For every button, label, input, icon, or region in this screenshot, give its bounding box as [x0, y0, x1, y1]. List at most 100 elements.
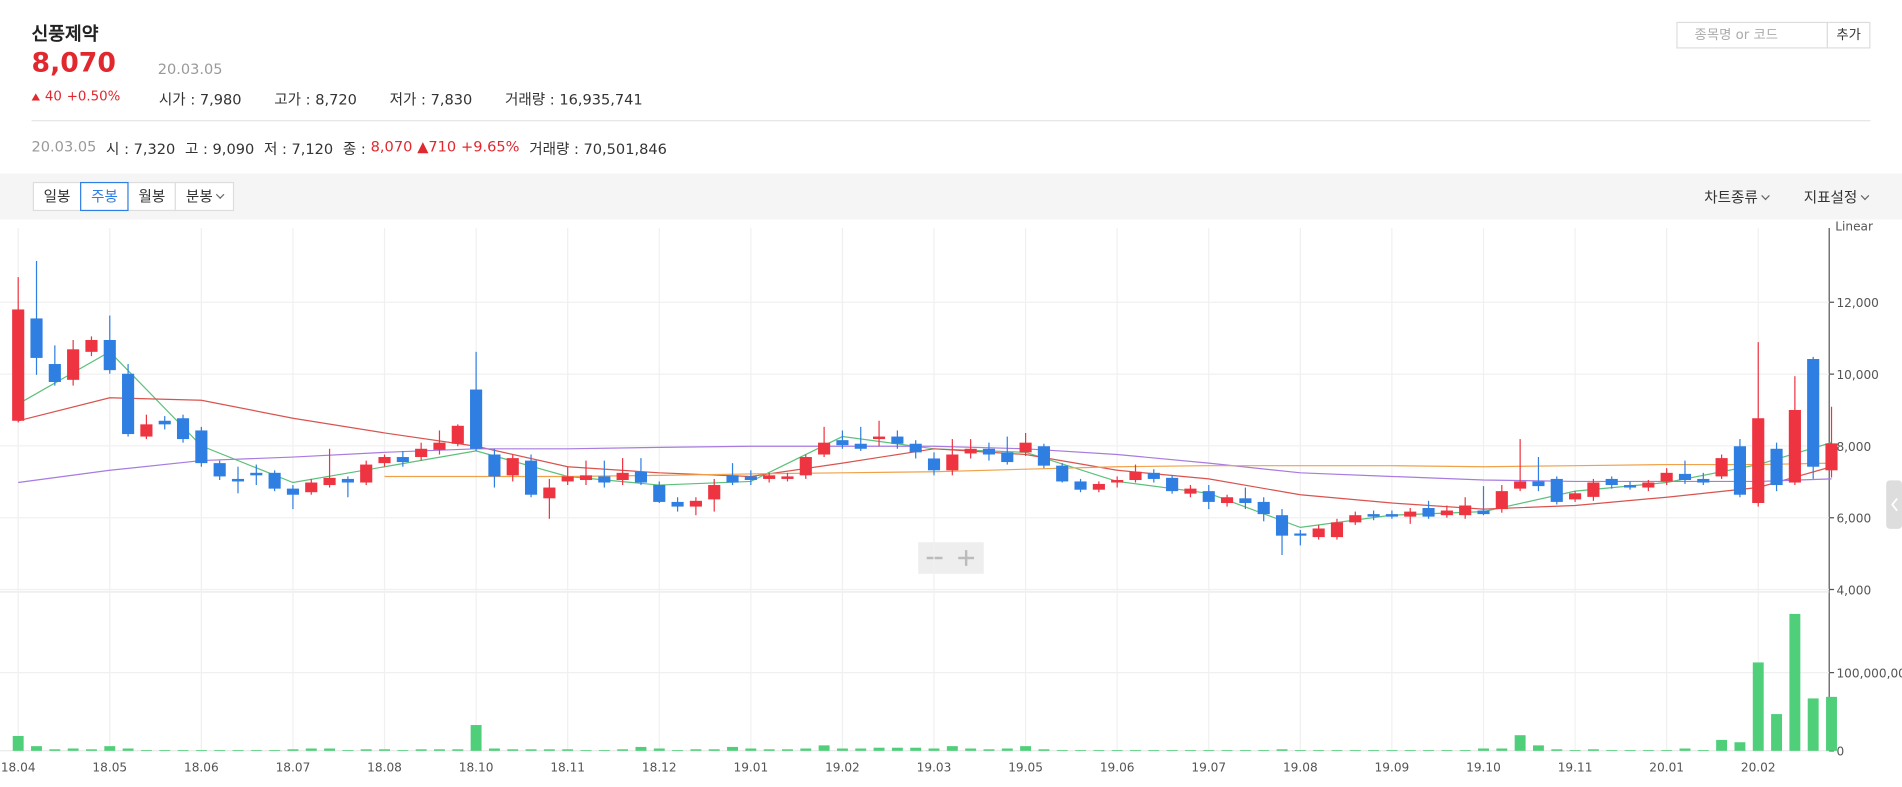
volume-bar — [562, 749, 574, 751]
candle-body — [451, 425, 464, 444]
candle-body — [1532, 481, 1545, 487]
x-tick-label: 20.02 — [1741, 760, 1776, 774]
stat: 시 : 7,320 — [106, 140, 176, 158]
x-tick-label: 19.08 — [1283, 760, 1318, 774]
volume-bar — [855, 748, 867, 751]
candle-body — [67, 349, 80, 380]
candle-body — [1202, 491, 1215, 502]
volume-bar — [1478, 748, 1489, 751]
volume-bar — [910, 747, 922, 751]
stat: 거래량 : 16,935,741 — [505, 90, 643, 108]
volume-bar — [324, 748, 336, 751]
volume-bar — [1111, 750, 1123, 751]
period-button[interactable]: 주봉 — [80, 181, 129, 212]
stat: 저가 : 7,830 — [389, 90, 473, 108]
volume-bar — [159, 750, 171, 751]
candle-body — [1477, 510, 1490, 515]
candle-body — [1514, 481, 1527, 489]
volume-bar — [360, 749, 372, 751]
x-tick-label: 18.07 — [276, 760, 311, 774]
volume-bar — [1771, 714, 1783, 751]
candle-body — [323, 477, 336, 486]
candle-body — [561, 476, 574, 482]
volume-bar — [800, 748, 812, 751]
volume-bar — [617, 749, 629, 751]
side-tab-bg[interactable] — [1886, 480, 1902, 529]
volume-bar — [67, 748, 79, 751]
volume-bar — [1294, 750, 1306, 751]
volume-bar — [49, 749, 61, 751]
volume-bar — [1532, 745, 1544, 751]
candle-body — [30, 318, 43, 358]
volume-bar — [195, 750, 207, 751]
volume-bar — [488, 748, 500, 751]
candle-body — [1294, 533, 1307, 536]
candle-body — [1440, 510, 1453, 516]
volume-bar — [598, 750, 610, 751]
volume-bar — [1203, 750, 1215, 751]
volume-bar — [177, 750, 189, 751]
menu-label[interactable]: 지표설정 — [1804, 189, 1868, 206]
x-tick-label: 19.10 — [1466, 760, 1501, 774]
candle-body — [763, 475, 776, 479]
candle-body — [726, 475, 739, 483]
volume-bar — [525, 749, 537, 751]
zoom-control[interactable] — [918, 542, 984, 574]
candle-body — [1367, 514, 1380, 517]
candle-body — [891, 436, 904, 444]
period-button[interactable]: 월봉 — [127, 181, 177, 212]
side-tab-icon[interactable] — [1891, 497, 1898, 512]
candle-body — [524, 460, 538, 495]
volume-bar — [1624, 750, 1636, 751]
candle-body — [1166, 477, 1179, 492]
menu-indicators[interactable]: 지표설정 — [1804, 187, 1868, 208]
side-tab[interactable] — [1886, 480, 1902, 529]
candle-body — [341, 478, 354, 483]
menu-label[interactable]: 차트종류 — [1704, 189, 1768, 206]
candle-body — [158, 420, 171, 425]
volume-bar — [1679, 748, 1691, 751]
x-tick-label: 18.10 — [459, 760, 494, 774]
menu-chart-type[interactable]: 차트종류 — [1704, 187, 1768, 208]
divider — [31, 120, 1871, 122]
volume-bar — [1423, 750, 1435, 751]
volume-bar — [1130, 750, 1141, 751]
candle-body — [470, 389, 483, 449]
volume-bar — [1313, 750, 1325, 751]
candle-body — [1642, 482, 1655, 488]
candle-body — [1422, 508, 1435, 517]
volume-bar — [708, 749, 720, 751]
volume-bar — [1056, 750, 1068, 751]
candle-body — [1092, 483, 1105, 490]
candle-body — [964, 448, 977, 454]
volume-bar — [122, 748, 134, 751]
volume-bar — [946, 746, 958, 751]
add-button[interactable]: 추가 — [1826, 21, 1871, 49]
candle-body — [231, 478, 245, 482]
candle-body — [1587, 482, 1600, 497]
volume-bar — [287, 749, 299, 751]
volume-bar — [1404, 750, 1416, 751]
change: 40 — [44, 88, 62, 105]
candle-body — [1550, 478, 1563, 502]
candle-body — [671, 501, 684, 507]
candle-body — [176, 418, 190, 440]
period-button[interactable]: 일봉 — [32, 181, 82, 212]
period-button[interactable]: 분봉 — [175, 181, 235, 212]
candle-body — [818, 442, 831, 455]
candle-body — [1495, 491, 1508, 510]
stat: 시가 : 7,980 — [158, 90, 242, 108]
candle-body — [909, 443, 922, 453]
volume-bar — [86, 749, 97, 751]
toolbar-bg — [0, 173, 1902, 220]
candle-body — [506, 458, 519, 476]
volume-bar — [232, 750, 244, 751]
close-change: ▲710 — [417, 138, 457, 156]
candle-body — [1752, 418, 1765, 503]
candle-body — [140, 424, 153, 437]
search-input[interactable]: 종목명 or 코드 — [1676, 21, 1828, 49]
stock-price: 8,070 — [31, 48, 116, 79]
volume-bar — [928, 748, 940, 751]
candle-body — [1459, 505, 1472, 516]
candle-body — [378, 457, 391, 464]
